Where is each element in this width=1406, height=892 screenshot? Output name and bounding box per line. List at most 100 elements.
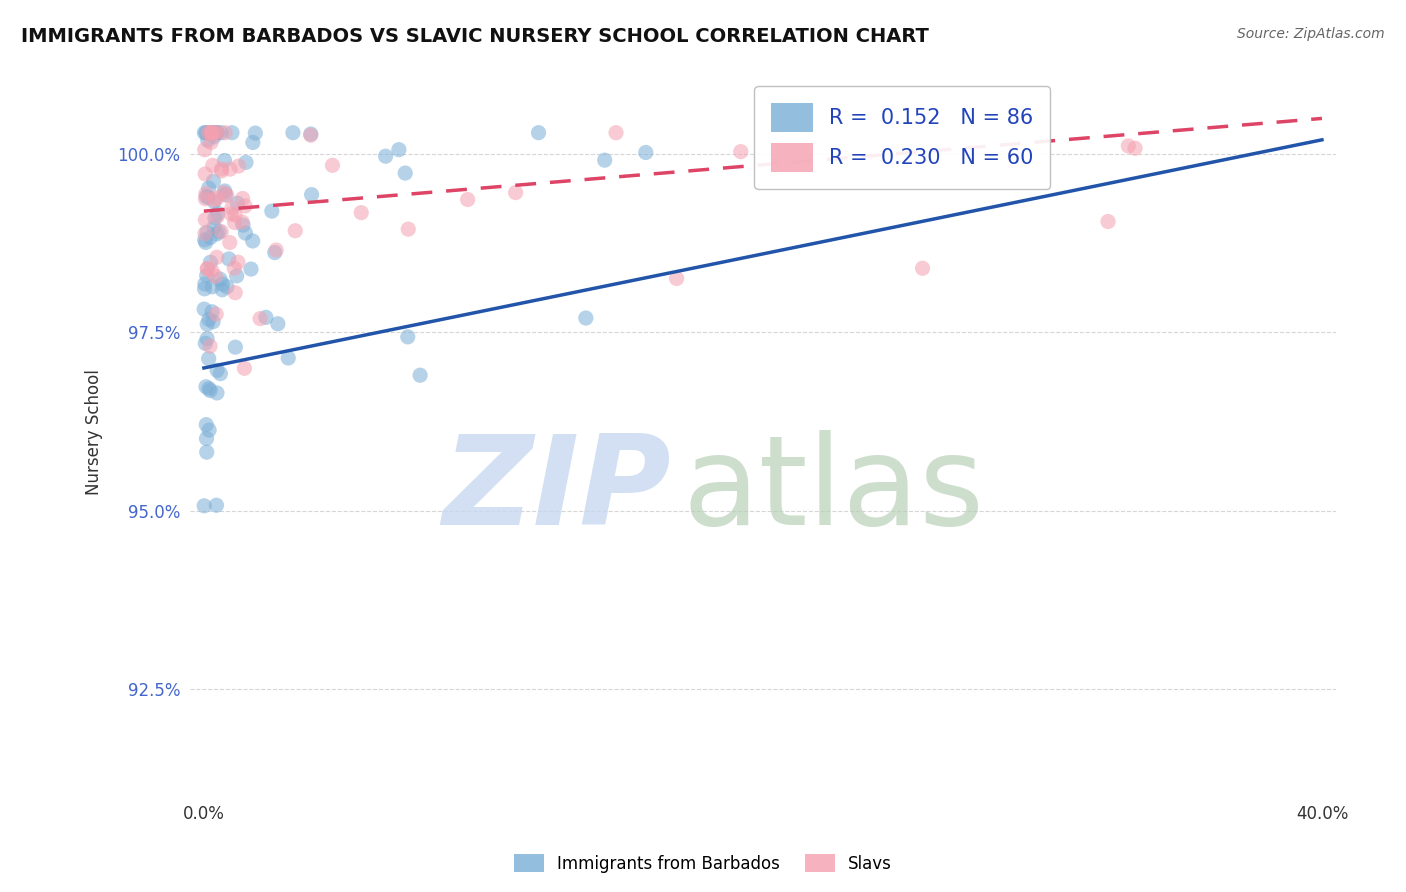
Point — [396, 222, 419, 236]
Point — [299, 127, 322, 141]
Point — [193, 499, 215, 513]
Point — [194, 192, 217, 206]
Point — [202, 126, 225, 140]
Point — [195, 332, 218, 346]
Point — [194, 227, 217, 241]
Point — [214, 187, 236, 202]
Point — [202, 220, 225, 235]
Point — [208, 272, 231, 286]
Point — [201, 126, 224, 140]
Point — [301, 187, 323, 202]
Point — [211, 283, 233, 297]
Point — [200, 255, 222, 269]
Point — [205, 227, 228, 241]
Point — [321, 158, 343, 172]
Point — [207, 206, 229, 220]
Point — [242, 136, 264, 150]
Point — [231, 215, 253, 229]
Point — [201, 158, 224, 172]
Point — [267, 317, 290, 331]
Point — [201, 304, 224, 318]
Point — [245, 126, 267, 140]
Point — [198, 382, 221, 396]
Point — [593, 153, 616, 168]
Point — [211, 161, 233, 176]
Point — [193, 126, 215, 140]
Point — [205, 307, 228, 321]
Point — [195, 268, 218, 283]
Point — [232, 192, 254, 206]
Point — [226, 196, 249, 211]
Point — [218, 252, 240, 266]
Point — [208, 225, 231, 239]
Point — [198, 312, 221, 326]
Point — [235, 226, 257, 240]
Point — [605, 126, 627, 140]
Point — [374, 149, 396, 163]
Point — [575, 311, 598, 326]
Point — [205, 126, 228, 140]
Point — [396, 330, 419, 344]
Point — [205, 192, 228, 206]
Point — [193, 282, 215, 296]
Point — [193, 302, 215, 317]
Point — [197, 190, 219, 204]
Point — [194, 212, 217, 227]
Point — [201, 127, 224, 141]
Point — [214, 184, 236, 198]
Point — [264, 243, 287, 257]
Point — [409, 368, 432, 383]
Point — [388, 143, 411, 157]
Point — [1116, 139, 1139, 153]
Point — [195, 317, 218, 331]
Point — [911, 261, 934, 276]
Point — [209, 225, 232, 239]
Point — [200, 384, 222, 398]
Point — [457, 193, 479, 207]
Point — [194, 336, 217, 351]
Point — [205, 126, 228, 140]
Point — [195, 417, 218, 432]
Point — [224, 261, 246, 276]
Point — [221, 201, 243, 215]
Point — [201, 279, 224, 293]
Point — [214, 153, 236, 168]
Point — [281, 126, 304, 140]
Point — [201, 126, 224, 140]
Point — [214, 126, 236, 140]
Point — [201, 263, 224, 277]
Point — [194, 235, 217, 250]
Text: atlas: atlas — [683, 430, 984, 551]
Point — [215, 280, 238, 294]
Text: Source: ZipAtlas.com: Source: ZipAtlas.com — [1237, 27, 1385, 41]
Point — [205, 250, 228, 264]
Point — [209, 126, 232, 140]
Point — [194, 126, 217, 140]
Point — [225, 268, 247, 283]
Y-axis label: Nursery School: Nursery School — [86, 369, 103, 495]
Point — [204, 211, 226, 225]
Point — [195, 445, 218, 459]
Point — [205, 126, 228, 140]
Point — [224, 215, 246, 229]
Point — [218, 235, 240, 250]
Text: ZIP: ZIP — [443, 430, 671, 551]
Point — [195, 225, 218, 239]
Point — [350, 205, 373, 219]
Point — [202, 174, 225, 188]
Point — [665, 271, 688, 285]
Point — [211, 164, 233, 178]
Point — [240, 262, 263, 277]
Point — [195, 189, 218, 203]
Point — [242, 234, 264, 248]
Point — [200, 230, 222, 244]
Point — [254, 310, 277, 325]
Point — [277, 351, 299, 365]
Point — [195, 380, 218, 394]
Point — [209, 367, 232, 381]
Point — [195, 432, 218, 446]
Point — [284, 224, 307, 238]
Point — [198, 423, 221, 437]
Point — [194, 167, 217, 181]
Point — [219, 162, 242, 177]
